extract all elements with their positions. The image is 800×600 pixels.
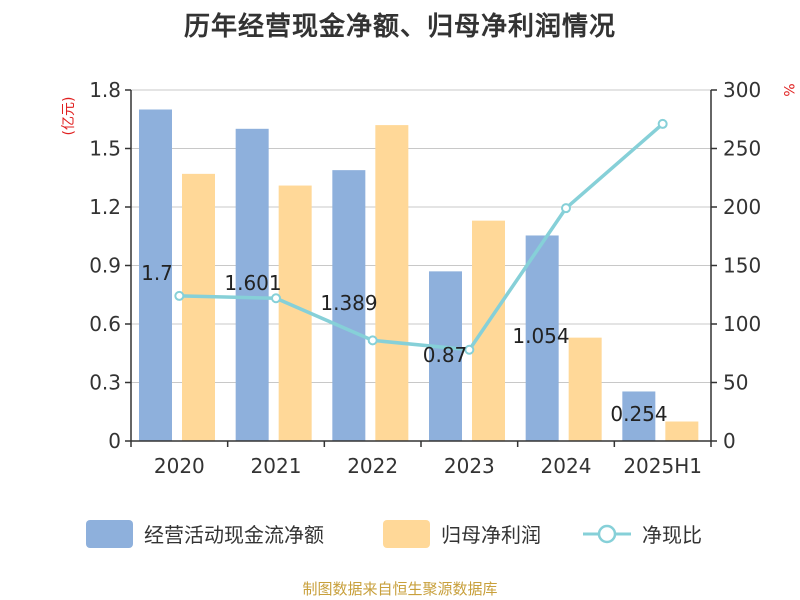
right-axis-tick-label: 50 xyxy=(723,371,748,395)
ratio-line-point xyxy=(174,290,185,301)
right-axis-tick-label: 100 xyxy=(723,312,761,336)
chart-title: 历年经营现金净额、归母净利润情况 xyxy=(183,12,616,42)
bar-net-profit xyxy=(472,220,505,441)
ratio-line-point xyxy=(271,293,281,304)
x-axis-tick-label: 2023 xyxy=(444,454,495,478)
legend-label-operating-cash: 经营活动现金流净额 xyxy=(144,523,324,547)
legend-swatch-net-profit xyxy=(383,520,430,548)
bar-net-profit xyxy=(568,337,602,441)
bar-operating-cash xyxy=(525,235,559,441)
left-axis-tick-label: 1.2 xyxy=(89,195,121,219)
data-label-operating-cash: 1.389 xyxy=(320,291,377,315)
left-axis-tick-label: 1.8 xyxy=(89,78,121,102)
ratio-line-point xyxy=(561,203,571,214)
bar-operating-cash xyxy=(622,391,656,441)
bar-operating-cash xyxy=(429,271,462,441)
right-axis-tick-label: 250 xyxy=(723,137,761,161)
x-axis-tick-label: 2022 xyxy=(347,454,398,478)
legend-swatch-ratio-marker xyxy=(597,524,617,544)
bar-operating-cash xyxy=(139,109,172,441)
ratio-line-point xyxy=(657,118,668,129)
right-axis-unit: % xyxy=(780,83,796,96)
legend-label-net-profit: 归母净利润 xyxy=(441,523,541,547)
data-label-operating-cash: 0.254 xyxy=(610,402,667,426)
right-axis-tick-label: 0 xyxy=(723,429,736,453)
legend-label-ratio: 净现比 xyxy=(642,523,702,547)
bar-operating-cash xyxy=(235,128,269,441)
bars xyxy=(139,109,699,441)
data-labels: 1.7 1.601 1.389 0.87 1.054 0.254 xyxy=(141,261,668,426)
x-axis-tick-label: 2025H1 xyxy=(623,454,702,478)
x-axis-tick-label: 2020 xyxy=(154,454,205,478)
right-axis-tick-label: 200 xyxy=(723,195,761,219)
legend-swatch-operating-cash xyxy=(86,520,133,548)
ratio-line-point xyxy=(367,335,378,346)
ratio-line-point xyxy=(464,344,475,355)
bar-operating-cash xyxy=(332,170,366,441)
data-label-operating-cash: 0.87 xyxy=(423,343,468,367)
legend[interactable]: 经营活动现金流净额 归母净利润 净现比 xyxy=(86,520,702,548)
data-label-operating-cash: 1.601 xyxy=(224,271,281,295)
x-axis-tick-label: 2021 xyxy=(251,454,302,478)
data-label-operating-cash: 1.054 xyxy=(512,324,569,348)
left-axis-tick-label: 0.3 xyxy=(89,371,121,395)
source-note: 制图数据来自恒生聚源数据库 xyxy=(302,580,498,598)
bar-net-profit xyxy=(665,421,699,441)
right-axis-tick-label: 300 xyxy=(723,78,761,102)
left-axis-tick-label: 0.6 xyxy=(89,312,121,336)
left-axis-tick-label: 0 xyxy=(108,429,121,453)
left-axis-tick-label: 0.9 xyxy=(89,254,121,278)
ratio-line xyxy=(174,118,668,355)
x-axis-tick-label: 2024 xyxy=(541,454,592,478)
data-label-operating-cash: 1.7 xyxy=(141,261,173,285)
ratio-line-path xyxy=(177,122,665,352)
left-axis-tick-label: 1.5 xyxy=(89,137,121,161)
axes: 0 0.3 0.6 0.9 1.2 1.5 1.8 0 50 100 150 200 250 300 202… xyxy=(61,78,796,478)
bar-net-profit xyxy=(375,125,409,441)
gridlines xyxy=(131,89,711,383)
left-axis-unit: (亿元) xyxy=(61,97,77,136)
bar-net-profit xyxy=(182,173,215,441)
right-axis-tick-label: 150 xyxy=(723,254,761,278)
